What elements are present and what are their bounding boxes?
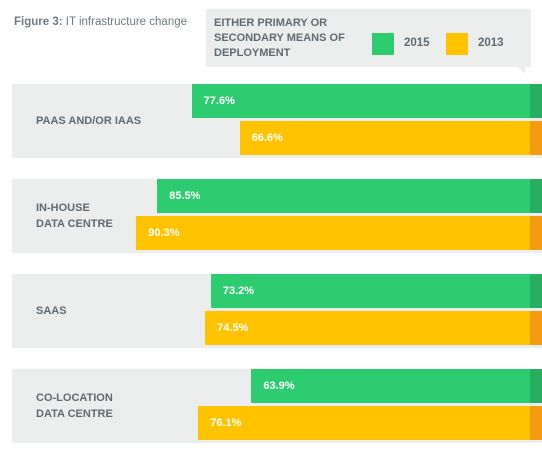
bar-end-cap	[530, 369, 542, 403]
data-label: 73.2%	[222, 285, 255, 297]
bar-2015	[191, 84, 530, 118]
data-label: 85.5%	[169, 190, 201, 202]
category-label: IN-HOUSE DATA CENTRE	[36, 202, 113, 230]
bar-end-cap	[530, 179, 542, 213]
legend: EITHER PRIMARY OR SECONDARY MEANS OF DEP…	[206, 9, 531, 74]
legend-swatch-2015	[372, 33, 394, 55]
category-label: SAAS	[36, 305, 67, 317]
data-label: 76.1%	[210, 417, 242, 429]
legend-swatch-2013	[446, 33, 468, 55]
data-label: 74.5%	[217, 322, 249, 334]
legend-label-2013: 2013	[478, 37, 504, 49]
bar-2013	[205, 311, 530, 345]
figure-title: Figure 3: IT infrastructure change	[14, 16, 187, 28]
data-label: 63.9%	[263, 380, 295, 392]
bar-end-cap	[530, 274, 542, 308]
bar-end-cap	[530, 121, 542, 155]
bar-end-cap	[530, 216, 542, 250]
data-label: 77.6%	[203, 95, 235, 107]
category-label: CO-LOCATION DATA CENTRE	[36, 392, 113, 420]
legend-label-2015: 2015	[404, 37, 430, 49]
figure-title-text: IT infrastructure change	[65, 16, 188, 28]
bar-2013	[198, 406, 530, 440]
data-label: 90.3%	[148, 227, 180, 239]
bar-2013	[239, 121, 530, 155]
bar-end-cap	[530, 84, 542, 118]
bar-end-cap	[530, 311, 542, 345]
bar-2015	[157, 179, 530, 213]
figure-label: Figure 3:	[14, 16, 63, 28]
category-label: PAAS AND/OR IAAS	[36, 115, 142, 127]
bar-2015	[210, 274, 530, 308]
data-label: 66.6%	[251, 132, 283, 144]
bar-2013	[136, 216, 530, 250]
bar-end-cap	[530, 406, 542, 440]
legend-heading: EITHER PRIMARY OR SECONDARY MEANS OF DEP…	[214, 17, 345, 59]
bar-2015	[251, 369, 530, 403]
